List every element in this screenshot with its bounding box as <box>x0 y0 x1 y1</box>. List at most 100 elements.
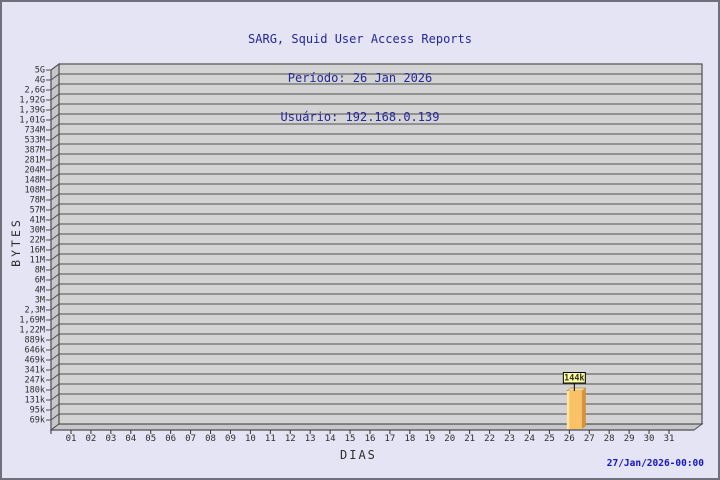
x-tick-label: 03 <box>105 434 116 444</box>
hatch-line <box>50 163 60 171</box>
hatch-line <box>50 333 60 341</box>
y-tick-label: 6M <box>35 276 45 286</box>
x-tick-label: 12 <box>285 434 296 444</box>
bar-value-label: 144k <box>564 374 584 384</box>
x-tick-label: 13 <box>305 434 316 444</box>
hatch-line <box>50 63 60 71</box>
hatch-line <box>50 313 60 321</box>
hatch-line <box>50 83 60 91</box>
y-tick-label: 2,3M <box>25 306 45 316</box>
hatch-line <box>50 273 60 281</box>
x-tick-label: 04 <box>125 434 136 444</box>
x-tick-label: 08 <box>205 434 216 444</box>
y-tick-label: 247k <box>25 376 45 386</box>
hatch-line <box>50 283 60 291</box>
x-tick-label: 10 <box>245 434 256 444</box>
chart-title: SARG, Squid User Access Reports <box>248 32 472 46</box>
hatch-line <box>50 363 60 371</box>
x-tick-label: 18 <box>404 434 415 444</box>
hatch-line <box>50 233 60 241</box>
x-tick-label: 31 <box>664 434 675 444</box>
x-tick-label: 05 <box>145 434 156 444</box>
hatch-line <box>50 133 60 141</box>
x-tick-label: 07 <box>185 434 196 444</box>
hatch-line <box>50 113 60 121</box>
y-tick-label: 57M <box>30 206 45 216</box>
x-tick-label: 19 <box>424 434 435 444</box>
x-axis-title: DIAS <box>340 448 377 462</box>
wall-hatch <box>46 63 60 421</box>
y-tick-label: 131k <box>25 396 45 406</box>
bar-value-callout: 144k <box>562 372 586 392</box>
x-tick-label: 22 <box>484 434 495 444</box>
bar-left-highlight <box>566 391 570 429</box>
y-gridlines <box>59 63 702 415</box>
x-axis-ticks <box>70 430 670 434</box>
hatch-line <box>50 93 60 101</box>
y-tick-label: 1,92G <box>19 96 45 106</box>
hatch-line <box>50 73 60 81</box>
y-tick-label: 95k <box>30 406 45 416</box>
report-header: SARG, Squid User Access Reports Período:… <box>2 7 718 150</box>
y-tick-label: 148M <box>25 176 45 186</box>
report-timestamp: 27/Jan/2026-00:00 <box>606 458 704 469</box>
y-tick-label: 646k <box>25 346 45 356</box>
chart-period: Período: 26 Jan 2026 <box>287 71 433 85</box>
y-tick-label: 11M <box>30 256 45 266</box>
x-tick-label: 17 <box>385 434 396 444</box>
y-tick-label: 1,69M <box>19 316 45 326</box>
chart-floor <box>49 423 704 431</box>
hatch-line <box>50 153 60 161</box>
x-tick-label: 27 <box>584 434 595 444</box>
hatch-line <box>50 383 60 391</box>
x-tick-label: 25 <box>544 434 555 444</box>
x-tick-label: 23 <box>504 434 515 444</box>
hatch-line <box>50 203 60 211</box>
y-tick-label: 41M <box>30 216 45 226</box>
y-tick-label: 281M <box>25 156 45 166</box>
hatch-line <box>50 143 60 151</box>
hatch-line <box>50 223 60 231</box>
y-tick-label: 341k <box>25 366 45 376</box>
y-tick-label: 8M <box>35 266 45 276</box>
y-tick-label: 22M <box>30 236 45 246</box>
x-tick-label: 06 <box>165 434 176 444</box>
x-tick-label: 29 <box>624 434 635 444</box>
x-tick-label: 16 <box>365 434 376 444</box>
y-tick-label: 30M <box>30 226 45 236</box>
hatch-line <box>50 263 60 271</box>
y-tick-label: 734M <box>25 126 45 136</box>
y-tick-label: 1,22M <box>19 326 45 336</box>
y-tick-label: 180k <box>25 386 45 396</box>
chart-user: Usuário: 192.168.0.139 <box>280 110 440 124</box>
x-tick-label: 11 <box>265 434 276 444</box>
y-axis-tick-labels: 5G4G2,6G1,92G1,39G1,01G734M533M387M281M2… <box>19 66 45 426</box>
x-tick-label: 14 <box>325 434 336 444</box>
y-tick-label: 387M <box>25 146 45 156</box>
y-tick-label: 108M <box>25 186 45 196</box>
y-tick-label: 1,39G <box>19 106 45 116</box>
y-tick-label: 1,01G <box>19 116 45 126</box>
y-tick-label: 3M <box>35 296 45 306</box>
y-tick-label: 78M <box>30 196 45 206</box>
y-tick-label: 5G <box>35 66 45 76</box>
hatch-line <box>50 173 60 181</box>
bar-day-26 <box>566 387 587 429</box>
x-tick-label: 02 <box>86 434 97 444</box>
hatch-line <box>50 293 60 301</box>
hatch-line <box>50 193 60 201</box>
hatch-line <box>50 183 60 191</box>
x-tick-label: 15 <box>345 434 356 444</box>
y-tick-label: 889k <box>25 336 45 346</box>
hatch-line <box>50 393 60 401</box>
hatch-line <box>50 243 60 251</box>
hatch-line <box>50 123 60 131</box>
x-tick-label: 30 <box>644 434 655 444</box>
hatch-line <box>50 413 60 421</box>
x-tick-label: 09 <box>225 434 236 444</box>
hatch-line <box>50 403 60 411</box>
hatch-line <box>50 353 60 361</box>
hatch-line <box>50 343 60 351</box>
